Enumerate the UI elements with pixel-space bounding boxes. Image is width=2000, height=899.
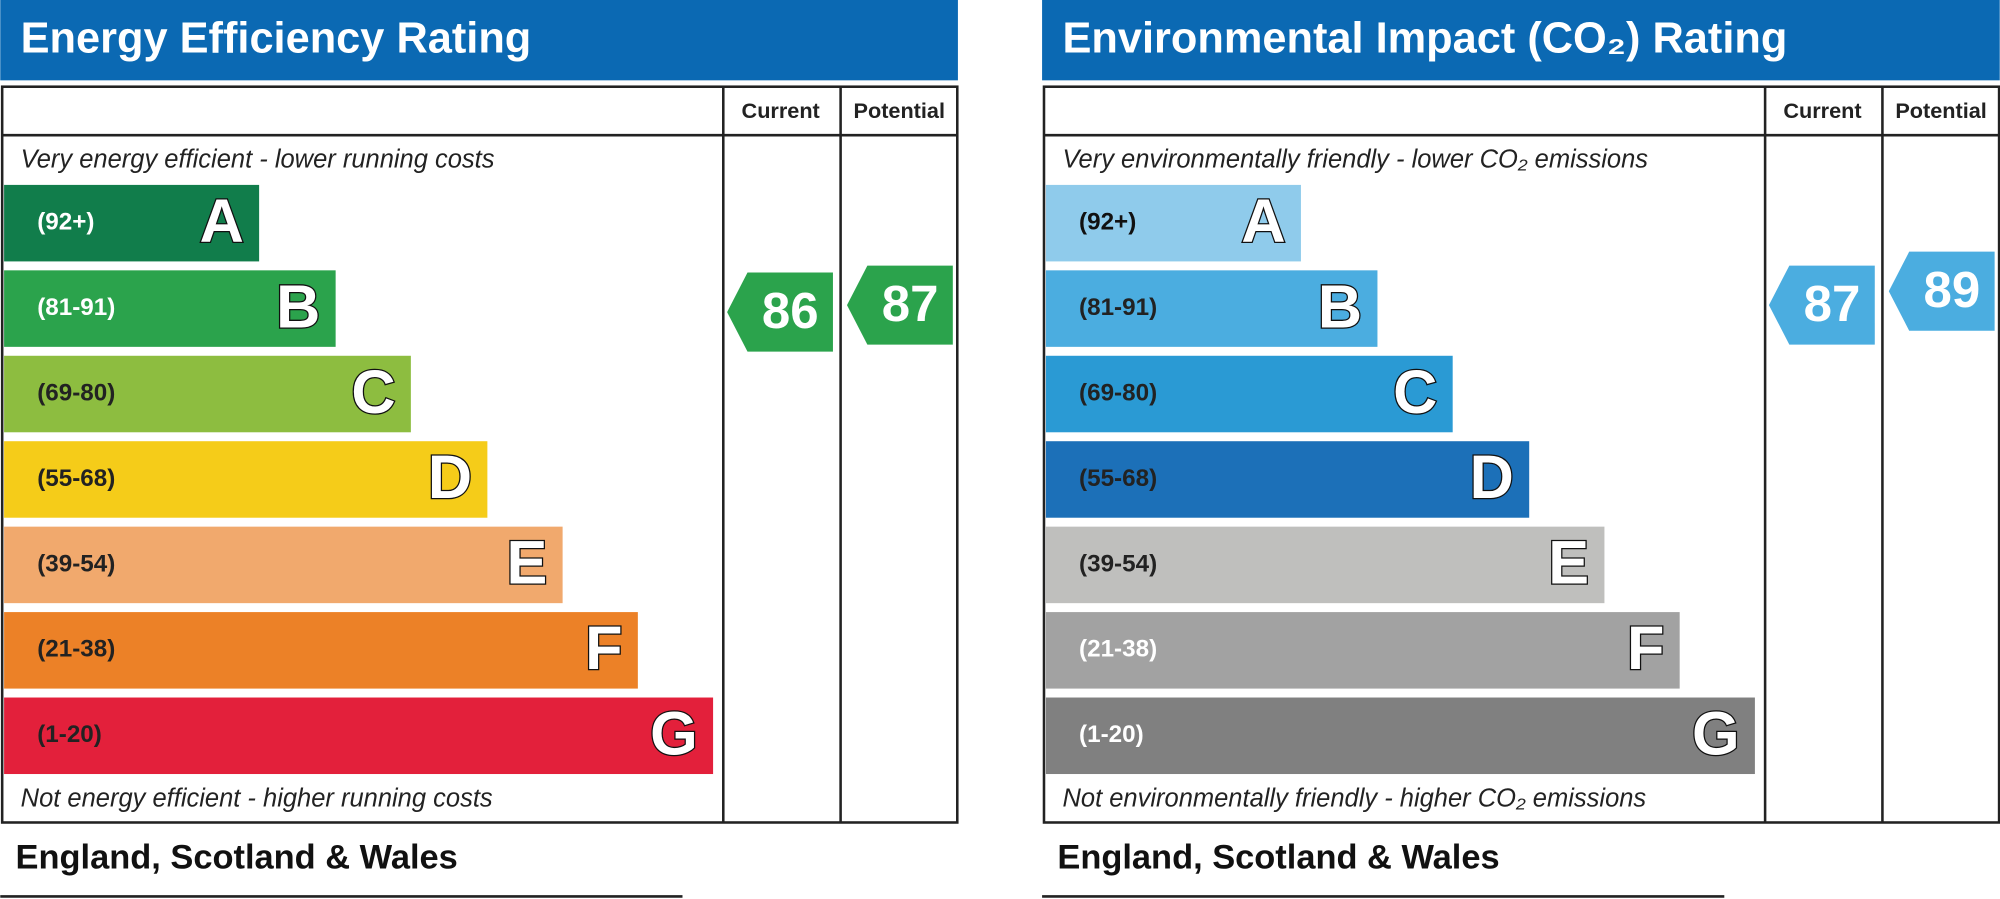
rating-band — [1045, 441, 1530, 518]
band-letter: F — [585, 614, 622, 682]
rating-band — [1045, 184, 1301, 262]
footer: England, Scotland & Wales — [16, 839, 458, 877]
rating-band — [1045, 697, 1755, 775]
rating-band — [4, 697, 714, 775]
rating-band — [1045, 612, 1680, 689]
title-bar — [1042, 0, 2000, 81]
rating-arrow — [1888, 251, 1995, 331]
band-letter: D — [428, 443, 472, 511]
rating-arrow — [846, 265, 953, 345]
bottom-note: Not energy efficient - higher running co… — [21, 784, 493, 812]
rating-band — [1045, 270, 1378, 347]
band-range: (92+) — [37, 209, 94, 236]
rating-arrow — [1768, 265, 1875, 345]
band-range: (1-20) — [1079, 721, 1144, 748]
band-letter: C — [351, 358, 395, 426]
rating-value: 89 — [1924, 261, 1981, 318]
top-note: Very energy efficient - lower running co… — [21, 145, 495, 173]
band-letter: C — [1393, 358, 1437, 426]
band-range: (81-91) — [37, 294, 115, 321]
rating-band — [4, 612, 638, 689]
rating-band — [4, 355, 411, 433]
band-range: (69-80) — [1079, 379, 1157, 406]
band-letter: B — [1318, 272, 1362, 340]
rating-band — [4, 184, 260, 262]
column-header: Current — [1783, 98, 1861, 123]
band-letter: E — [1548, 529, 1589, 597]
band-range: (21-38) — [37, 636, 115, 663]
rating-value: 86 — [762, 282, 819, 339]
band-range: (69-80) — [37, 379, 115, 406]
band-letter: A — [200, 187, 244, 255]
band-range: (39-54) — [1079, 550, 1157, 577]
band-letter: E — [506, 529, 547, 597]
panel-title: Energy Efficiency Rating — [21, 14, 532, 62]
band-range: (1-20) — [37, 721, 102, 748]
rating-value: 87 — [1804, 275, 1861, 332]
rating-band — [4, 441, 488, 518]
band-letter: F — [1627, 614, 1664, 682]
band-range: (81-91) — [1079, 294, 1157, 321]
top-note: Very environmentally friendly - lower CO… — [1062, 145, 1648, 173]
band-range: (92+) — [1079, 209, 1136, 236]
title-bar — [0, 0, 958, 81]
band-letter: A — [1241, 187, 1285, 255]
band-range: (55-68) — [37, 465, 115, 492]
rating-arrow — [727, 272, 833, 352]
rating-value: 87 — [882, 275, 939, 332]
column-header: Potential — [1895, 98, 1986, 123]
footer: England, Scotland & Wales — [1057, 839, 1499, 877]
band-range: (21-38) — [1079, 636, 1157, 663]
band-range: (55-68) — [1079, 465, 1157, 492]
band-letter: G — [1692, 699, 1740, 767]
panel-title: Environmental Impact (CO₂) Rating — [1062, 14, 1787, 62]
band-range: (39-54) — [37, 550, 115, 577]
rating-band — [1045, 526, 1605, 604]
band-letter: D — [1470, 443, 1514, 511]
rating-band — [4, 526, 563, 604]
rating-band — [4, 270, 336, 347]
band-letter: G — [650, 699, 698, 767]
column-header: Current — [742, 98, 820, 123]
column-header: Potential — [854, 98, 945, 123]
rating-band — [1045, 355, 1453, 433]
band-letter: B — [276, 272, 320, 340]
bottom-note: Not environmentally friendly - higher CO… — [1062, 784, 1646, 812]
